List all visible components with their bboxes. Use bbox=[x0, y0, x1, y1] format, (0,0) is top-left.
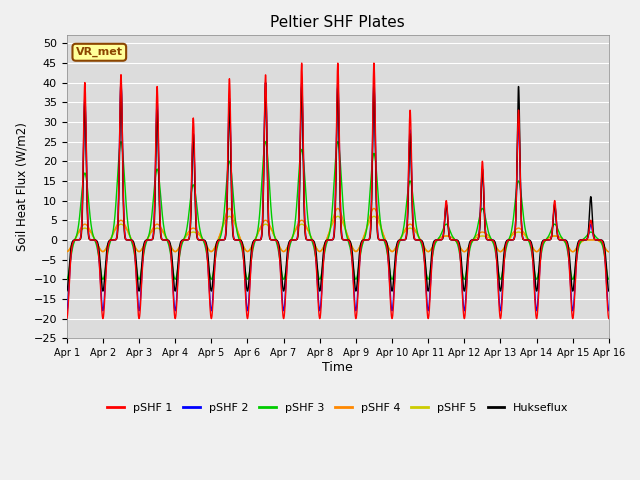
Y-axis label: Soil Heat Flux (W/m2): Soil Heat Flux (W/m2) bbox=[15, 122, 28, 251]
Title: Peltier SHF Plates: Peltier SHF Plates bbox=[271, 15, 405, 30]
Text: VR_met: VR_met bbox=[76, 47, 123, 58]
Legend: pSHF 1, pSHF 2, pSHF 3, pSHF 4, pSHF 5, Hukseflux: pSHF 1, pSHF 2, pSHF 3, pSHF 4, pSHF 5, … bbox=[102, 399, 573, 418]
X-axis label: Time: Time bbox=[323, 361, 353, 374]
